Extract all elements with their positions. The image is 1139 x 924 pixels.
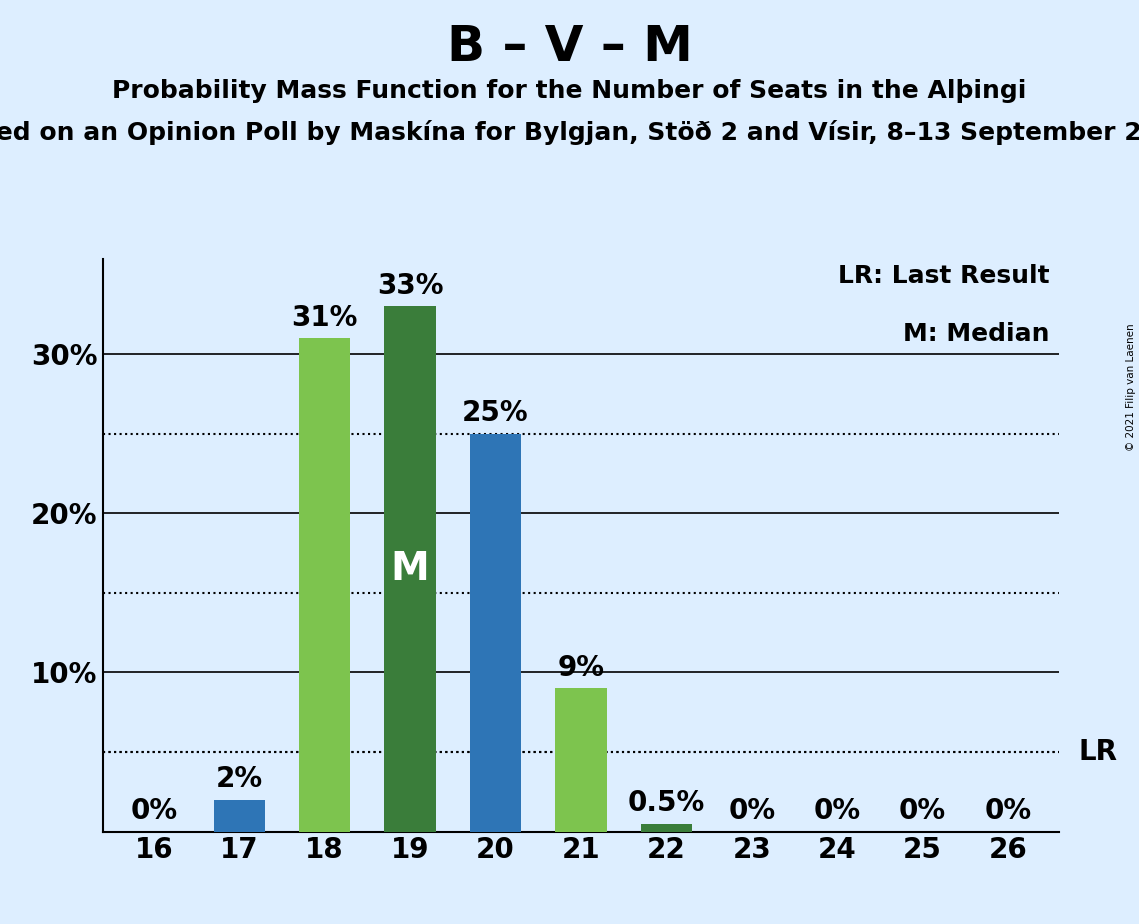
Text: Based on an Opinion Poll by Maskína for Bylgjan, Stöð 2 and Vísir, 8–13 Septembe: Based on an Opinion Poll by Maskína for …: [0, 120, 1139, 145]
Text: 0%: 0%: [813, 797, 861, 825]
Text: 31%: 31%: [292, 304, 358, 332]
Text: 25%: 25%: [462, 399, 528, 428]
Bar: [213, 800, 264, 832]
Bar: [640, 823, 693, 832]
Text: 0%: 0%: [899, 797, 947, 825]
Text: © 2021 Filip van Laenen: © 2021 Filip van Laenen: [1126, 323, 1136, 451]
Text: M: M: [391, 550, 429, 588]
Text: 9%: 9%: [557, 654, 605, 682]
Text: 0%: 0%: [728, 797, 776, 825]
Text: M: Median: M: Median: [903, 322, 1050, 346]
Text: LR: LR: [1079, 738, 1117, 766]
Text: 2%: 2%: [215, 765, 263, 794]
Bar: [556, 688, 607, 832]
Text: B – V – M: B – V – M: [446, 23, 693, 71]
Text: LR: Last Result: LR: Last Result: [838, 264, 1050, 288]
Text: 0.5%: 0.5%: [628, 789, 705, 817]
Text: 33%: 33%: [377, 272, 443, 300]
Bar: [298, 338, 350, 832]
Text: Probability Mass Function for the Number of Seats in the Alþingi: Probability Mass Function for the Number…: [113, 79, 1026, 103]
Text: 0%: 0%: [130, 797, 178, 825]
Bar: [385, 307, 435, 832]
Text: 0%: 0%: [984, 797, 1032, 825]
Bar: [469, 433, 521, 832]
